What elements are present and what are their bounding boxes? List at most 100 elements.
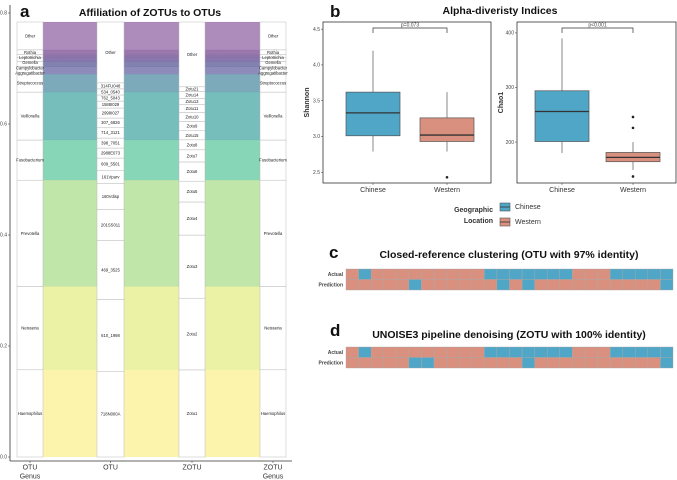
- tile-western: [408, 346, 422, 358]
- tile-western: [647, 279, 661, 291]
- stratum-label: Zotu13: [185, 99, 199, 104]
- tile-western: [609, 357, 623, 369]
- x-tick-label: Western: [620, 187, 646, 194]
- tile-western: [584, 357, 598, 369]
- tile-western: [383, 346, 397, 358]
- tile-western: [572, 279, 586, 291]
- stratum-label: 469_3525: [101, 267, 120, 272]
- stratum-label: Zotu15: [185, 133, 199, 138]
- y-tick-label: 3.5: [313, 98, 320, 104]
- y-tick-label: 400: [506, 31, 515, 37]
- tile-western: [584, 268, 598, 280]
- y-axis-label: Chao1: [498, 92, 505, 114]
- flow-band-veillonella: [123, 92, 180, 141]
- x-axis-label: ZOTU: [182, 465, 201, 472]
- stratum-label: 161Vparv: [102, 174, 121, 179]
- panel-b-boxplots: b Alpha-diveristy Indices 2.5 3.0 3.5 4.0 4.…: [304, 2, 677, 227]
- stratum-label: Fusobacterium: [16, 158, 44, 163]
- tile-western: [421, 279, 435, 291]
- stratum-label: 2988E073: [101, 151, 121, 156]
- tile-chinese: [534, 268, 548, 280]
- flow-band-rothia: [204, 49, 261, 55]
- tile-western: [433, 279, 447, 291]
- stratum-label: Zotu6: [187, 169, 198, 174]
- stratum-label: Zotu21: [185, 87, 199, 92]
- stratum-label: 201SS011: [101, 222, 121, 227]
- outlier-point: [631, 175, 635, 178]
- x-axis-label: ZOTU: [263, 465, 282, 472]
- x-tick-label: Chinese: [549, 187, 575, 194]
- stratum-label: Streptococcus: [17, 81, 44, 86]
- tile-western: [547, 279, 561, 291]
- tile-chinese: [559, 346, 573, 358]
- tile-chinese: [521, 268, 535, 280]
- tile-western: [597, 346, 611, 358]
- flow-band-prevotella: [204, 180, 261, 287]
- row-label: Actual: [328, 350, 344, 356]
- tile-chinese: [408, 357, 422, 369]
- tile-western: [446, 268, 460, 280]
- stratum-label: 398_7051: [101, 141, 120, 146]
- x-axis-label: OTU: [103, 465, 118, 472]
- stratum-label: Zotu9: [187, 124, 198, 129]
- tile-western: [484, 279, 498, 291]
- tile-western: [458, 279, 472, 291]
- flow-band-gemella: [123, 57, 180, 62]
- tile-western: [509, 357, 523, 369]
- tile-western: [471, 357, 485, 369]
- stratum-label: Zotu4: [187, 216, 198, 221]
- panel-letter-a: a: [20, 2, 30, 21]
- stratum-label: Leptotrichia: [19, 55, 41, 60]
- tile-western: [345, 346, 359, 358]
- stratum-label: Other: [268, 33, 279, 38]
- box-chinese: [534, 90, 590, 142]
- tile-western: [509, 279, 523, 291]
- tile-western: [370, 268, 384, 280]
- flow-band-leptotrichia: [42, 54, 98, 58]
- tile-chinese: [521, 357, 535, 369]
- tile-western: [396, 357, 410, 369]
- tile-chinese: [622, 346, 636, 358]
- tile-western: [534, 279, 548, 291]
- y-tick-label: 4.5: [313, 27, 320, 33]
- stratum-otu: [96, 21, 125, 84]
- tile-western: [358, 279, 372, 291]
- flow-band-aggregatibacter: [204, 66, 261, 75]
- tile-western: [358, 357, 372, 369]
- stratum-otu: [96, 183, 125, 210]
- stratum-label: 314FU048: [101, 83, 121, 88]
- y-axis-ticks: 0.0 0.2 0.4 0.6 0.8: [0, 11, 10, 461]
- tile-western: [647, 357, 661, 369]
- tile-western: [484, 357, 498, 369]
- tile-western: [572, 346, 586, 358]
- stratum-label: Veillonella: [21, 114, 41, 119]
- flow-band-campylobacter: [204, 61, 261, 67]
- tile-chinese: [647, 268, 661, 280]
- y-tick-label: 0.0: [0, 455, 7, 461]
- tile-chinese: [660, 268, 674, 280]
- x-tick-label: Chinese: [360, 187, 386, 194]
- stratum-label: Haemophilus: [18, 411, 42, 416]
- stratum-zotu: [178, 297, 206, 371]
- tile-western: [458, 268, 472, 280]
- flow-band-fusobacterium: [42, 139, 98, 181]
- tile-western: [584, 346, 598, 358]
- stratum-genus: [16, 369, 44, 458]
- tile-western: [609, 279, 623, 291]
- tile-chinese: [521, 346, 535, 358]
- tile-western: [622, 279, 636, 291]
- flow-band-gemella: [42, 57, 98, 62]
- stratum-label: Gemella: [265, 60, 281, 65]
- tile-chinese: [660, 357, 674, 369]
- flow-band-rothia: [123, 49, 180, 55]
- tile-chinese: [547, 346, 561, 358]
- tile-western: [597, 279, 611, 291]
- y-tick-label: 0.4: [0, 233, 7, 239]
- y-tick-label: 0.2: [0, 344, 7, 350]
- flow-band-leptotrichia: [204, 54, 261, 58]
- tile-western: [584, 279, 598, 291]
- stratum-label: Zotu8: [187, 142, 198, 147]
- stratum-label: Other: [105, 50, 116, 55]
- tile-western: [433, 357, 447, 369]
